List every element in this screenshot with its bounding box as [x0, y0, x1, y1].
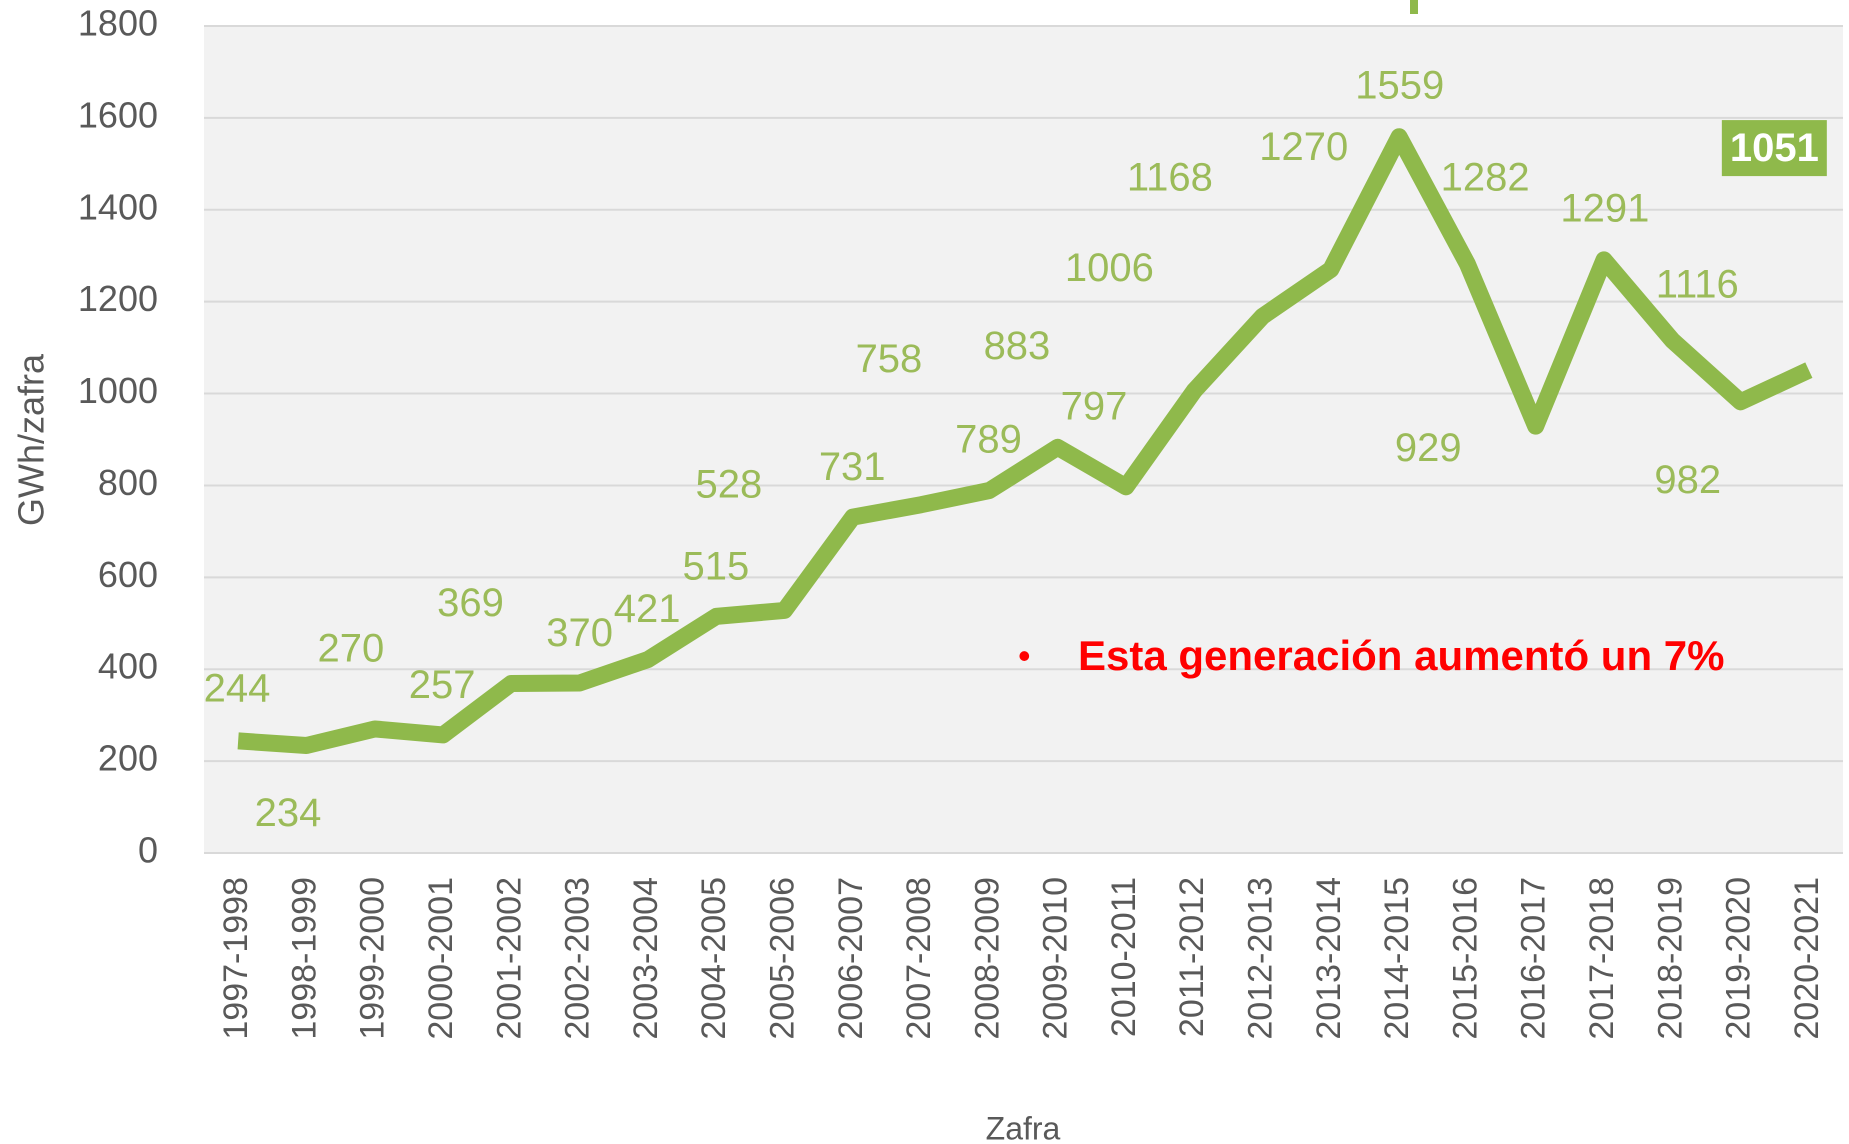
x-axis-title: Zafra — [986, 1110, 1061, 1144]
data-label-bg — [1721, 120, 1827, 177]
x-tick-label: 1999-2000 — [354, 877, 392, 1040]
x-tick-label: 2011-2012 — [1173, 877, 1211, 1037]
data-label: 883 — [984, 324, 1051, 368]
x-tick-label: 2008-2009 — [968, 877, 1006, 1040]
y-tick-label: 200 — [98, 738, 158, 779]
x-tick-label: 2017-2018 — [1583, 877, 1621, 1040]
y-axis-title: GWh/zafra — [11, 353, 52, 526]
y-tick-label: 400 — [98, 646, 158, 687]
x-tick-label: 2009-2010 — [1037, 877, 1075, 1040]
x-tick-label: 2012-2013 — [1242, 877, 1280, 1040]
data-line — [237, 128, 1813, 754]
x-tick-label: 2015-2016 — [1446, 877, 1484, 1040]
x-tick-label: 2006-2007 — [832, 877, 870, 1040]
x-tick-label: 2005-2006 — [763, 877, 801, 1040]
data-label: 528 — [696, 463, 763, 507]
data-label: 789 — [955, 418, 1022, 462]
y-tick-label: 1000 — [78, 370, 158, 411]
y-tick-label: 1600 — [78, 94, 158, 135]
bullet: • — [1018, 635, 1031, 676]
data-label: 797 — [1061, 384, 1128, 428]
y-tick-label: 1800 — [78, 3, 158, 44]
x-tick-label: 2003-2004 — [627, 877, 665, 1040]
data-label: 421 — [614, 587, 681, 631]
x-tick-label: 2000-2001 — [422, 877, 460, 1040]
data-label: 758 — [856, 337, 923, 381]
x-tick-label: 1998-1999 — [285, 877, 323, 1040]
x-tick-label: 2002-2003 — [559, 877, 597, 1040]
data-label: 234 — [255, 791, 322, 835]
data-label: 1051 — [1730, 126, 1819, 170]
data-label: 515 — [683, 544, 750, 588]
data-label: 1291 — [1560, 187, 1649, 231]
y-tick-label: 600 — [98, 554, 158, 595]
x-tick-label: 2020-2021 — [1788, 877, 1826, 1040]
x-tick-label: 1997-1998 — [217, 877, 255, 1040]
y-tick-label: 1400 — [78, 186, 158, 227]
data-label: 1282 — [1441, 156, 1530, 200]
data-label: 257 — [409, 663, 476, 707]
data-label: 370 — [546, 611, 613, 655]
x-tick-label: 2016-2017 — [1515, 877, 1553, 1040]
x-tick-label: 2018-2019 — [1651, 877, 1689, 1040]
data-label: 270 — [317, 626, 384, 670]
data-label: 369 — [437, 581, 504, 625]
data-label: 1006 — [1065, 246, 1154, 290]
data-label: 929 — [1395, 426, 1462, 470]
x-tick-label: 2014-2015 — [1378, 877, 1416, 1040]
x-tick-label: 2001-2002 — [490, 877, 528, 1040]
data-label: 1559 — [1355, 63, 1444, 107]
annotation: Esta generación aumentó un 7% — [1078, 632, 1725, 679]
y-tick-label: 800 — [98, 462, 158, 503]
data-label: 1168 — [1127, 156, 1213, 200]
data-label: 982 — [1654, 458, 1721, 502]
x-tick-label: 2004-2005 — [695, 877, 733, 1040]
data-label: 731 — [819, 445, 886, 489]
x-tick-label: 2019-2020 — [1720, 877, 1758, 1040]
data-label: 1116 — [1656, 262, 1739, 306]
data-label: 1270 — [1259, 125, 1348, 169]
x-tick-label: 2013-2014 — [1310, 877, 1348, 1040]
x-tick-label: 2010-2011 — [1105, 877, 1143, 1037]
data-label-box: 1051 — [1721, 120, 1827, 177]
data-label: 244 — [204, 667, 271, 711]
y-tick-label: 1200 — [78, 278, 158, 319]
x-tick-label: 2007-2008 — [900, 877, 938, 1040]
y-tick-label: 0 — [138, 830, 158, 871]
